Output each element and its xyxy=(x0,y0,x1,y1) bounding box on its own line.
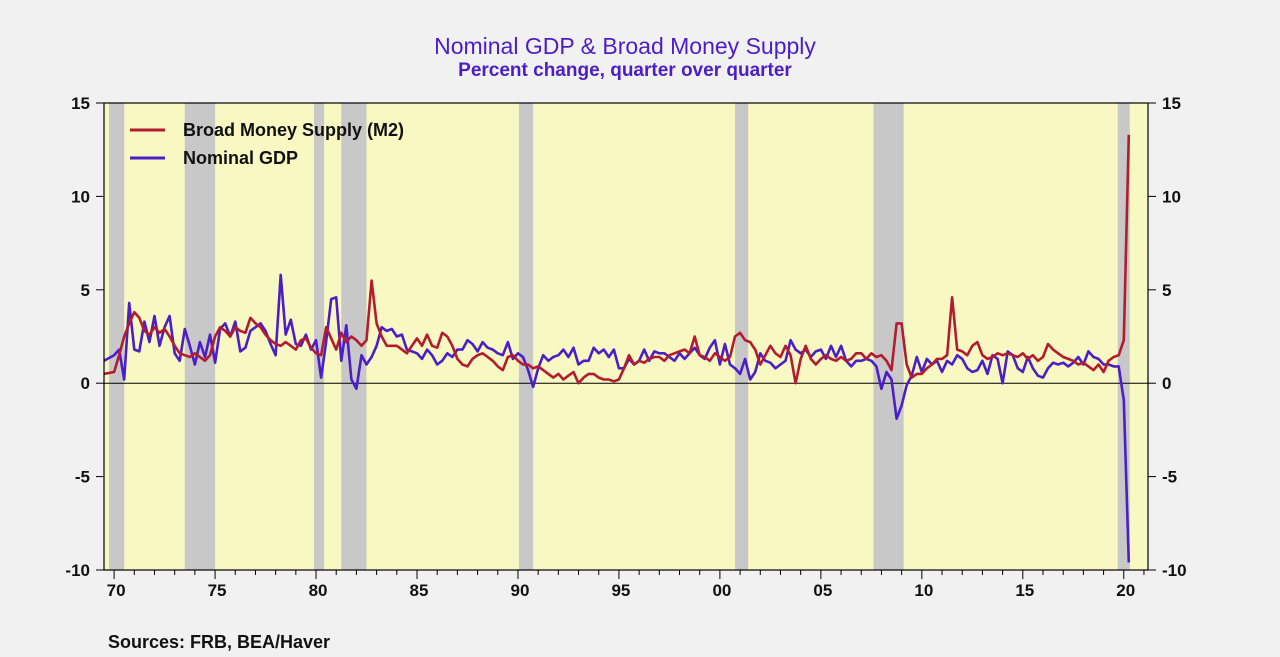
y-tick-label-right: 15 xyxy=(1162,94,1181,113)
chart-title: Nominal GDP & Broad Money Supply xyxy=(434,33,816,59)
x-tick-label: 20 xyxy=(1116,581,1135,600)
y-tick-label-left: -10 xyxy=(65,561,90,580)
recession-band-5 xyxy=(518,103,534,570)
x-axis: 70 75 80 85 90 95 00 05 10 15 20 xyxy=(107,570,1145,600)
source-note: Sources: FRB, BEA/Haver xyxy=(108,632,330,652)
x-tick-label: 75 xyxy=(208,581,227,600)
y-tick-label-right: -5 xyxy=(1162,468,1177,487)
chart-subtitle: Percent change, quarter over quarter xyxy=(458,60,792,81)
series-line-gdp xyxy=(103,273,1131,563)
y-tick-label-right: -10 xyxy=(1162,561,1187,580)
legend-label-m2: Broad Money Supply (M2) xyxy=(183,120,404,140)
x-tick-label: 05 xyxy=(813,581,832,600)
x-tick-label: 10 xyxy=(914,581,933,600)
legend-label-gdp: Nominal GDP xyxy=(183,148,298,168)
recession-band-7 xyxy=(873,103,904,570)
y-tick-label-right: 5 xyxy=(1162,281,1171,300)
plot-frame xyxy=(103,102,1149,571)
recession-band-1 xyxy=(109,103,125,570)
recession-band-3 xyxy=(314,103,325,570)
y-tick-label-right: 0 xyxy=(1162,374,1171,393)
y-axis: 15 15 10 10 5 5 0 0 -5 -5 -10 -10 xyxy=(65,94,1186,580)
x-tick-label: 80 xyxy=(309,581,328,600)
x-tick-label: 90 xyxy=(511,581,530,600)
y-tick-label-left: 5 xyxy=(81,281,90,300)
y-tick-label-left: 15 xyxy=(71,94,90,113)
series-line-m2 xyxy=(103,134,1131,385)
x-tick-label: 15 xyxy=(1015,581,1034,600)
series-lines xyxy=(103,134,1131,563)
x-tick-label: 70 xyxy=(107,581,126,600)
y-tick-label-left: 10 xyxy=(71,187,90,206)
y-tick-label-left: 0 xyxy=(81,374,90,393)
x-tick-label: 85 xyxy=(410,581,429,600)
y-tick-label-right: 10 xyxy=(1162,187,1181,206)
x-tick-label: 00 xyxy=(712,581,731,600)
x-tick-label: 95 xyxy=(611,581,630,600)
legend: Broad Money Supply (M2) Nominal GDP xyxy=(130,120,404,168)
y-tick-label-left: -5 xyxy=(75,468,90,487)
plot-area xyxy=(104,103,1148,570)
